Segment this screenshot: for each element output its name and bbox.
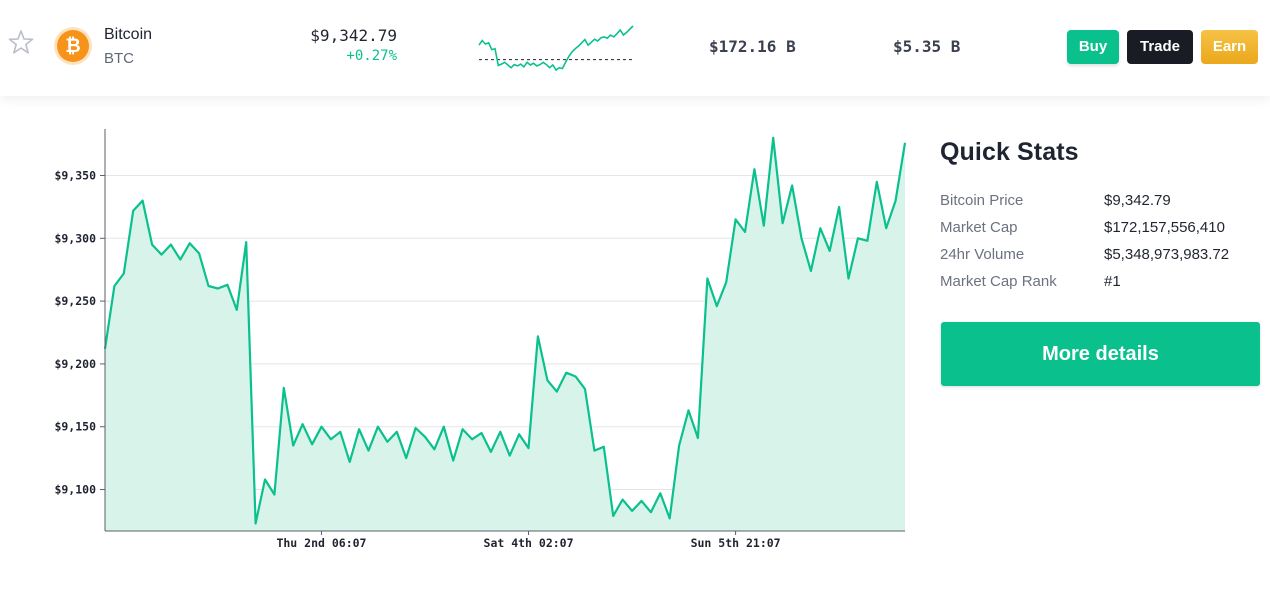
stat-value: #1 (1104, 273, 1121, 290)
stat-row-price: Bitcoin Price $9,342.79 (940, 192, 1260, 214)
price-chart-svg[interactable]: $9,100 $9,150 $9,200 $9,250 $9,300 $9,350 Thu … (0, 110, 1054, 550)
quick-stats-title: Quick Stats (940, 138, 1079, 166)
volume-summary: $5.35 B (893, 37, 961, 56)
coin-price: $9,342.79 (310, 26, 397, 45)
x-tick-label: Sat 4th 02:07 (484, 536, 574, 550)
y-tick-label: $9,300 (54, 231, 96, 245)
stat-row-market-cap: Market Cap $172,157,556,410 (940, 219, 1260, 241)
y-tick-label: $9,150 (54, 420, 96, 434)
sparkline-line (478, 25, 634, 71)
stat-row-rank: Market Cap Rank #1 (940, 273, 1260, 295)
x-tick-label: Thu 2nd 06:07 (276, 536, 366, 550)
y-tick-label: $9,200 (54, 357, 96, 371)
bitcoin-icon: ₿ (57, 30, 89, 62)
stat-value: $5,348,973,983.72 (1104, 246, 1230, 263)
price-sparkline (478, 25, 634, 71)
earn-button[interactable]: Earn (1201, 30, 1258, 64)
stat-label: Bitcoin Price (940, 192, 1024, 209)
stat-value: $172,157,556,410 (1104, 219, 1225, 236)
stat-label: Market Cap (940, 219, 1018, 236)
price-change: +0.27% (346, 48, 397, 64)
price-chart[interactable]: $9,100 $9,150 $9,200 $9,250 $9,300 $9,350 Thu … (0, 110, 1054, 550)
price-line (103, 136, 907, 525)
coin-symbol: BTC (104, 50, 134, 67)
star-outline-icon[interactable] (8, 29, 34, 55)
y-tick-label: $9,250 (54, 294, 96, 308)
x-tick-label: Sun 5th 21:07 (691, 536, 781, 550)
stat-label: Market Cap Rank (940, 273, 1057, 290)
buy-button[interactable]: Buy (1067, 30, 1119, 64)
trade-button[interactable]: Trade (1127, 30, 1193, 64)
coin-summary-row: ₿ Bitcoin BTC $9,342.79 +0.27% $172.16 B… (0, 0, 1270, 96)
stat-value: $9,342.79 (1104, 192, 1171, 209)
y-tick-label: $9,100 (54, 483, 96, 497)
stat-row-volume: 24hr Volume $5,348,973,983.72 (940, 246, 1260, 268)
stat-label: 24hr Volume (940, 246, 1025, 263)
price-area (105, 137, 905, 532)
market-cap-summary: $172.16 B (709, 37, 796, 56)
coin-name[interactable]: Bitcoin (104, 26, 153, 43)
more-details-button[interactable]: More details (941, 322, 1260, 386)
y-tick-label: $9,350 (54, 168, 96, 182)
